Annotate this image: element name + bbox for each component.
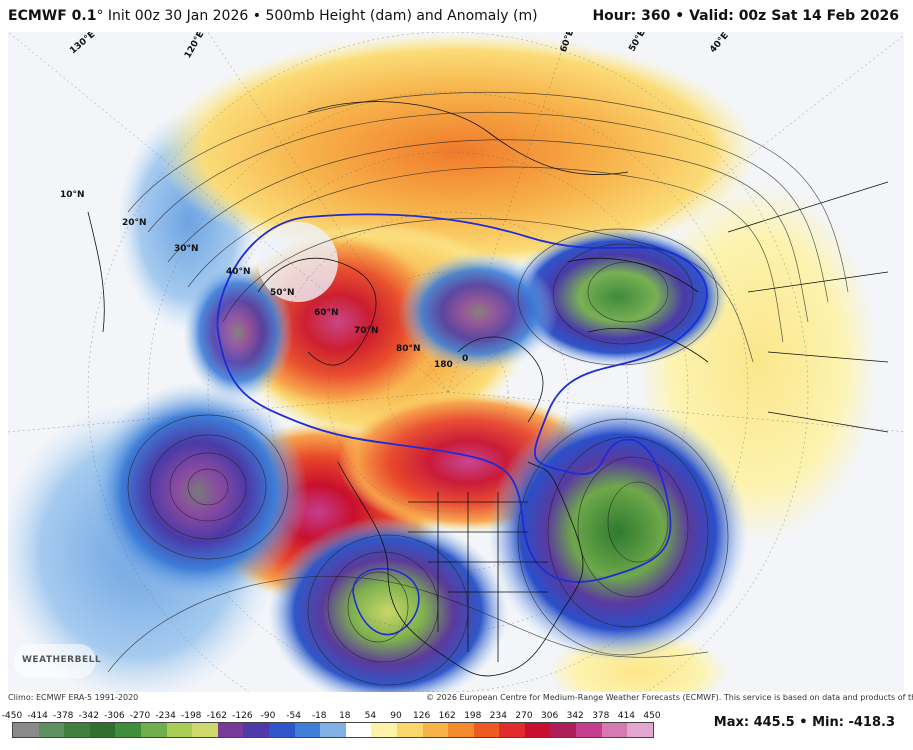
colorbar-tick-label: 198	[464, 711, 482, 721]
colorbar-tick-label: 18	[339, 711, 351, 721]
colorbar-tick-label: 342	[566, 711, 584, 721]
colorbar-tick-label: 450	[643, 711, 661, 721]
valid-label: Valid:	[689, 8, 734, 24]
colorbar-tick-label: 90	[390, 711, 402, 721]
colorbar-swatch	[294, 723, 321, 737]
init-time: Init 00z 30 Jan 2026	[107, 8, 249, 24]
colorbar-tick-label: -18	[311, 711, 327, 721]
colorbar-tick-label: -306	[104, 711, 125, 721]
colorbar-tick-label: 234	[489, 711, 507, 721]
field-description: 500mb Height (dam) and Anomaly (m)	[265, 8, 538, 24]
colorbar-swatch	[243, 723, 269, 737]
colorbar-swatch	[192, 723, 218, 737]
colorbar-swatch	[371, 723, 397, 737]
colorbar-tick-label: 54	[364, 711, 377, 721]
lat-label-20n: 20°N	[122, 218, 147, 228]
colorbar-tick-label: -234	[155, 711, 176, 721]
colorbar-swatch	[473, 723, 500, 737]
colorbar-swatch	[524, 723, 551, 737]
separator-bullet-2: •	[675, 8, 685, 24]
colorbar-swatch	[268, 723, 295, 737]
forecast-map: 10°N 20°N 30°N 40°N 50°N 60°N 70°N 80°N …	[8, 32, 904, 692]
colorbar-tick-label: 270	[515, 711, 533, 721]
lat-label-80n: 80°N	[396, 344, 421, 354]
colorbar-swatch	[140, 723, 167, 737]
valid-time: 00z Sat 14 Feb 2026	[738, 8, 899, 24]
colorbar-tick-label: 126	[413, 711, 431, 721]
colorbar-swatch	[550, 723, 577, 737]
colorbar-tick-label: -414	[27, 711, 48, 721]
hour-label: Hour:	[592, 8, 637, 24]
colorbar-swatch	[499, 723, 525, 737]
colorbar-swatch	[166, 723, 193, 737]
height-contours	[107, 91, 849, 686]
540-contour-highlight	[216, 213, 708, 583]
chart-title: ECMWF 0.1° Init 00z 30 Jan 2026 • 500mb …	[8, 8, 538, 24]
colorbar-swatch	[396, 723, 423, 737]
colorbar-tick-label: -450	[1, 711, 23, 721]
forecast-valid-info: Hour: 360 • Valid: 00z Sat 14 Feb 2026	[592, 8, 899, 24]
colorbar-swatch	[576, 723, 602, 737]
colorbar-swatch	[38, 723, 65, 737]
colorbar-swatch	[448, 723, 474, 737]
colorbar-tick-label: -90	[260, 711, 276, 721]
lon-label-180: 180	[434, 360, 453, 370]
climo-credit: Climo: ECMWF ERA-5 1991-2020	[8, 693, 139, 702]
separator-bullet: •	[252, 8, 261, 24]
colorbar-tick-label: -270	[129, 711, 151, 721]
lat-label-50n: 50°N	[270, 288, 295, 298]
colorbar-swatch	[13, 723, 39, 737]
colorbar-tick-label: 306	[541, 711, 559, 721]
colorbar-tick-label: -54	[286, 711, 301, 721]
lat-label-60n: 60°N	[314, 308, 339, 318]
min-label: Min:	[812, 715, 844, 730]
colorbar-swatch	[320, 723, 346, 737]
colorbar-swatch	[89, 723, 116, 737]
colorbar-tick-label: 162	[438, 711, 456, 721]
graticule	[8, 32, 904, 692]
model-name: ECMWF 0.1	[8, 8, 97, 24]
colorbar-swatch	[601, 723, 628, 737]
weatherbell-logo	[14, 644, 96, 678]
lat-label-70n: 70°N	[354, 326, 379, 336]
degree-sign: °	[96, 8, 104, 24]
colorbar-tick-label: -378	[52, 711, 74, 721]
colorbar-tick-label: -342	[78, 711, 100, 721]
map-header: ECMWF 0.1° Init 00z 30 Jan 2026 • 500mb …	[0, 0, 913, 32]
map-canvas	[8, 32, 904, 692]
colorbar-swatch	[64, 723, 90, 737]
colorbar-swatch	[115, 723, 141, 737]
max-value: 445.5	[753, 715, 795, 730]
colorbar-swatch	[217, 723, 244, 737]
coastlines	[87, 101, 889, 677]
max-label: Max:	[713, 715, 750, 730]
colorbar-tick-label: -198	[180, 711, 202, 721]
colorbar	[12, 722, 654, 738]
ecmwf-copyright: © 2026 European Centre for Medium-Range …	[426, 693, 913, 702]
colorbar-tick-label: 378	[592, 711, 610, 721]
colorbar-swatch	[627, 723, 653, 737]
lat-label-40n: 40°N	[226, 267, 251, 277]
min-value: -418.3	[848, 715, 895, 730]
colorbar-tick-label: -162	[206, 711, 228, 721]
colorbar-tick-label: -126	[232, 711, 253, 721]
colorbar-swatch	[345, 723, 372, 737]
lat-label-30n: 30°N	[174, 244, 199, 254]
stats-separator: •	[799, 715, 808, 730]
540-contour-sw-loop	[352, 567, 420, 636]
lon-label-0: 0	[462, 354, 469, 364]
lat-label-10n: 10°N	[60, 190, 85, 200]
colorbar-swatch	[422, 723, 449, 737]
max-min-stats: Max: 445.5 • Min: -418.3	[714, 715, 895, 730]
hour-value: 360	[641, 8, 671, 24]
weatherbell-logo-text: WEATHERBELL	[22, 655, 102, 665]
colorbar-tick-label: 414	[617, 711, 635, 721]
